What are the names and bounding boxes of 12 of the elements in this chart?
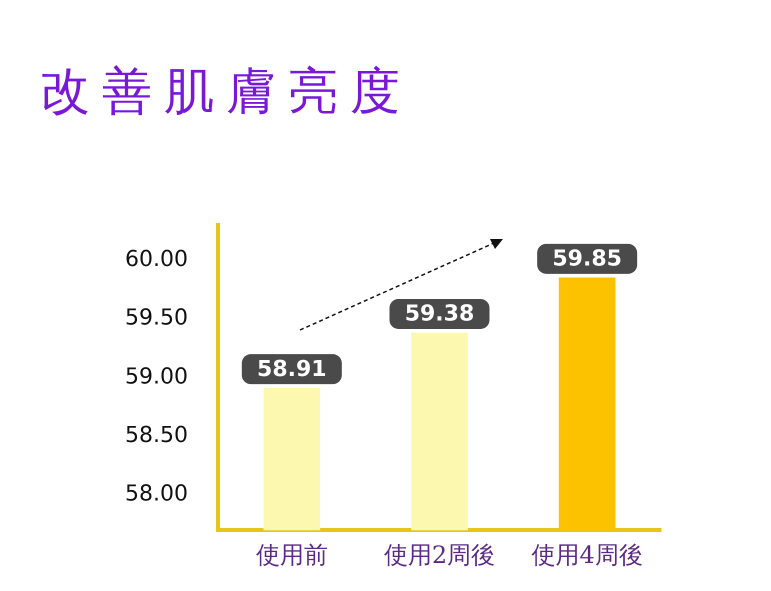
data-label: 59.38	[404, 302, 474, 327]
x-tick-label: 使用前	[256, 540, 328, 569]
data-label: 59.85	[552, 246, 622, 272]
chart-title: 改善肌膚亮度	[40, 61, 412, 122]
y-tick-label: 58.50	[124, 423, 188, 448]
x-tick-label: 使用4周後	[532, 540, 643, 569]
y-tick-label: 58.00	[124, 482, 188, 507]
y-tick-label: 59.00	[124, 364, 188, 390]
x-tick-label: 使用2周後	[384, 540, 496, 569]
y-tick-label: 59.50	[124, 306, 188, 331]
data-label: 58.91	[257, 356, 327, 382]
y-tick-label: 60.00	[124, 246, 188, 272]
